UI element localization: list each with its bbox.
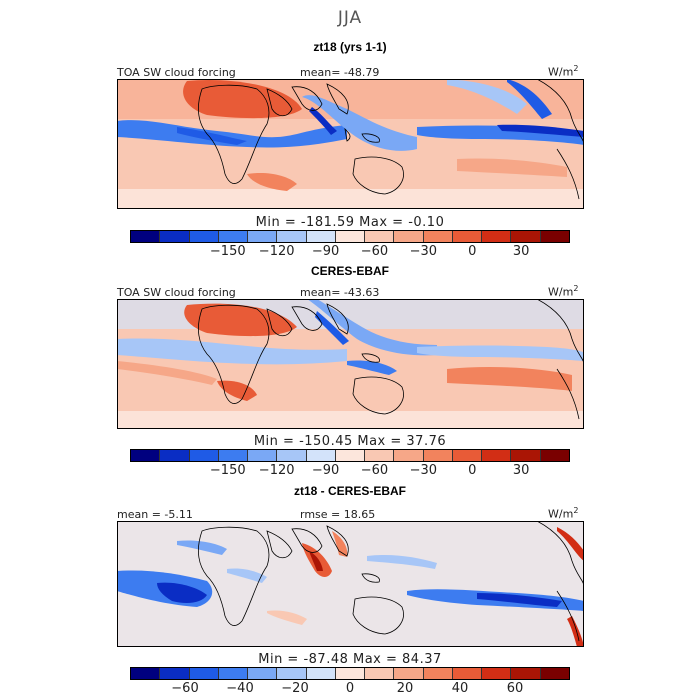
colorbar-tick-label: −60 (360, 244, 389, 259)
colorbar-swatch (511, 450, 541, 461)
colorbar-swatch (423, 668, 453, 679)
colorbar-tick-label: −150 (209, 463, 246, 478)
panel1-mean-label: mean= -48.79 (300, 66, 380, 79)
panel1-colorbar (130, 230, 570, 243)
colorbar-swatch (511, 668, 541, 679)
colorbar-tick-label: −150 (209, 244, 246, 259)
colorbar-swatch (482, 231, 512, 242)
colorbar-tick-label: 0 (468, 463, 477, 478)
colorbar-tick-label: −40 (226, 681, 254, 696)
colorbar-swatch (452, 231, 483, 242)
colorbar-swatch (131, 231, 161, 242)
panel2-colorbar-ticks: −150 −120 −90 −60 −30 0 30 (130, 463, 570, 479)
colorbar-swatch (511, 231, 541, 242)
colorbar-swatch (131, 450, 161, 461)
colorbar-tick-label: −60 (360, 463, 389, 478)
colorbar-tick-label: −90 (311, 463, 340, 478)
colorbar-tick-label: −30 (409, 244, 438, 259)
colorbar-swatch (218, 231, 249, 242)
colorbar-swatch (482, 668, 512, 679)
panel1-title: zt18 (yrs 1-1) (313, 40, 387, 54)
colorbar-swatch (160, 450, 190, 461)
panel3-mean-label: mean = -5.11 (117, 508, 193, 521)
panel3-colorbar (130, 667, 570, 680)
colorbar-tick-label: 0 (468, 244, 477, 259)
panel3-units-label: W/m2 (548, 506, 579, 521)
panel2-colorbar (130, 449, 570, 462)
colorbar-swatch (423, 450, 453, 461)
colorbar-swatch (452, 450, 483, 461)
colorbar-swatch (277, 668, 307, 679)
colorbar-swatch (160, 231, 190, 242)
panel3-title: zt18 - CERES-EBAF (293, 484, 406, 498)
colorbar-swatch (306, 231, 336, 242)
panel3-min-max: Min = -87.48 Max = 84.37 (258, 652, 442, 667)
colorbar-swatch (306, 450, 336, 461)
colorbar-tick-label: 40 (451, 681, 469, 696)
panel2-field-label: TOA SW cloud forcing (117, 286, 236, 299)
colorbar-swatch (365, 231, 395, 242)
panel3-rmse-label: rmse = 18.65 (300, 508, 376, 521)
colorbar-tick-label: 0 (345, 681, 355, 696)
colorbar-swatch (335, 668, 366, 679)
colorbar-tick-label: −30 (409, 463, 438, 478)
colorbar-swatch (160, 668, 190, 679)
colorbar-tick-label: −60 (171, 681, 199, 696)
colorbar-tick-label: −20 (281, 681, 309, 696)
colorbar-swatch (189, 450, 219, 461)
panel1-units-label: W/m2 (548, 64, 579, 79)
colorbar-swatch (540, 231, 569, 242)
colorbar-swatch (452, 668, 483, 679)
colorbar-swatch (365, 450, 395, 461)
colorbar-swatch (131, 668, 161, 679)
colorbar-tick-label: −90 (311, 244, 340, 259)
colorbar-swatch (218, 668, 249, 679)
colorbar-swatch (540, 668, 569, 679)
panel2-min-max: Min = -150.45 Max = 37.76 (253, 434, 447, 449)
colorbar-tick-label: 20 (396, 681, 414, 696)
panel2-map (117, 299, 584, 429)
colorbar-swatch (394, 231, 424, 242)
colorbar-swatch (248, 231, 278, 242)
colorbar-tick-label: 30 (512, 244, 530, 259)
colorbar-swatch (335, 450, 366, 461)
colorbar-tick-label: 30 (512, 463, 530, 478)
colorbar-swatch (540, 450, 569, 461)
colorbar-swatch (394, 450, 424, 461)
colorbar-swatch (394, 668, 424, 679)
colorbar-swatch (423, 231, 453, 242)
colorbar-swatch (248, 668, 278, 679)
panel2-units-label: W/m2 (548, 284, 579, 299)
colorbar-swatch (306, 668, 336, 679)
colorbar-swatch (365, 668, 395, 679)
panel1-field-label: TOA SW cloud forcing (117, 66, 236, 79)
colorbar-swatch (248, 450, 278, 461)
colorbar-swatch (335, 231, 366, 242)
colorbar-swatch (189, 668, 219, 679)
colorbar-swatch (482, 450, 512, 461)
colorbar-swatch (277, 231, 307, 242)
colorbar-tick-label: 60 (506, 681, 524, 696)
season-title: JJA (337, 8, 363, 28)
colorbar-swatch (218, 450, 249, 461)
panel1-map (117, 79, 584, 209)
panel2-title: CERES-EBAF (310, 264, 389, 278)
panel1-colorbar-ticks: −150 −120 −90 −60 −30 0 30 (130, 244, 570, 260)
colorbar-swatch (277, 450, 307, 461)
colorbar-tick-label: −120 (258, 463, 295, 478)
panel1-min-max: Min = -181.59 Max = -0.10 (255, 215, 445, 230)
panel2-mean-label: mean= -43.63 (300, 286, 380, 299)
panel3-map (117, 521, 584, 647)
panel3-colorbar-ticks: −60 −40 −20 0 20 40 60 (130, 681, 570, 697)
colorbar-swatch (189, 231, 219, 242)
colorbar-tick-label: −120 (258, 244, 295, 259)
